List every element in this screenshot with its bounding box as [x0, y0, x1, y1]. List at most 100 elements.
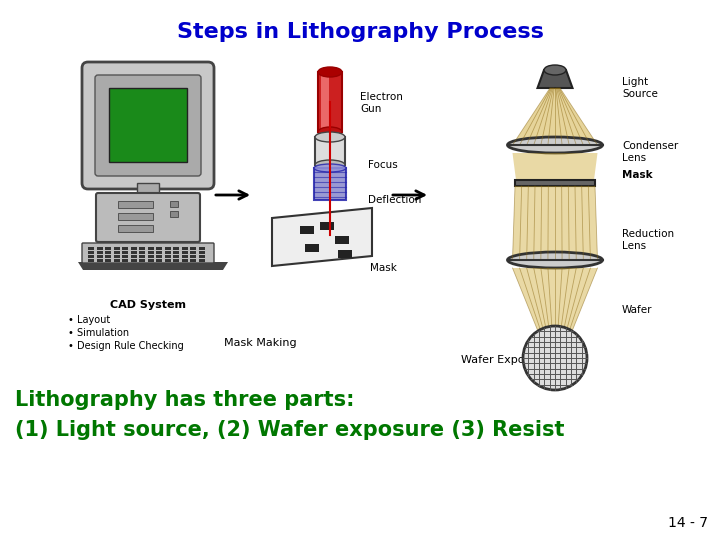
Bar: [118, 213, 153, 220]
Bar: [114, 259, 120, 261]
Bar: [173, 247, 179, 249]
Ellipse shape: [314, 164, 346, 172]
Polygon shape: [513, 153, 598, 180]
Bar: [190, 255, 196, 258]
Bar: [105, 255, 111, 258]
Text: • Design Rule Checking: • Design Rule Checking: [68, 341, 184, 351]
Bar: [96, 247, 102, 249]
Bar: [199, 259, 204, 261]
Ellipse shape: [318, 127, 342, 137]
Bar: [164, 247, 171, 249]
Polygon shape: [513, 186, 598, 260]
Bar: [199, 251, 204, 253]
Polygon shape: [538, 70, 572, 88]
Bar: [139, 247, 145, 249]
Bar: [321, 76, 329, 128]
Bar: [88, 259, 94, 261]
Bar: [130, 247, 137, 249]
Bar: [88, 255, 94, 258]
Bar: [105, 247, 111, 249]
Bar: [190, 247, 196, 249]
Bar: [320, 222, 334, 230]
Text: Mask: Mask: [622, 170, 652, 180]
Text: Lithography has three parts:: Lithography has three parts:: [15, 390, 354, 410]
Bar: [190, 251, 196, 253]
Text: Wafer Exposure: Wafer Exposure: [462, 355, 549, 365]
Bar: [96, 255, 102, 258]
Bar: [338, 250, 352, 258]
FancyBboxPatch shape: [95, 75, 201, 176]
Bar: [515, 180, 595, 186]
Bar: [122, 247, 128, 249]
Bar: [96, 259, 102, 261]
Bar: [318, 72, 342, 132]
Bar: [156, 259, 162, 261]
Bar: [122, 251, 128, 253]
Bar: [170, 201, 178, 207]
Bar: [130, 255, 137, 258]
Bar: [164, 255, 171, 258]
Polygon shape: [78, 262, 228, 270]
Bar: [190, 259, 196, 261]
Bar: [148, 255, 153, 258]
Text: Light
Source: Light Source: [622, 77, 658, 99]
Bar: [148, 259, 153, 261]
Bar: [122, 259, 128, 261]
Bar: [156, 247, 162, 249]
Bar: [137, 183, 159, 195]
Text: (1) Light source, (2) Wafer exposure (3) Resist: (1) Light source, (2) Wafer exposure (3)…: [15, 420, 564, 440]
Bar: [118, 225, 153, 232]
Polygon shape: [513, 88, 598, 145]
Text: Mask: Mask: [370, 263, 397, 273]
Text: CAD System: CAD System: [110, 300, 186, 310]
FancyBboxPatch shape: [82, 243, 214, 263]
Bar: [170, 211, 178, 217]
Bar: [139, 259, 145, 261]
Bar: [139, 251, 145, 253]
FancyBboxPatch shape: [96, 193, 200, 242]
Bar: [173, 251, 179, 253]
Bar: [96, 251, 102, 253]
Bar: [164, 259, 171, 261]
Bar: [114, 255, 120, 258]
FancyBboxPatch shape: [82, 62, 214, 189]
Bar: [139, 255, 145, 258]
Text: • Layout: • Layout: [68, 315, 110, 325]
Text: Steps in Lithography Process: Steps in Lithography Process: [176, 22, 544, 42]
Bar: [105, 259, 111, 261]
Bar: [335, 236, 349, 244]
Bar: [105, 251, 111, 253]
Bar: [181, 251, 187, 253]
Text: Condenser
Lens: Condenser Lens: [622, 141, 678, 163]
Text: Mask Making: Mask Making: [224, 338, 297, 348]
Bar: [199, 255, 204, 258]
Ellipse shape: [318, 67, 342, 77]
Bar: [173, 255, 179, 258]
Text: Wafer: Wafer: [622, 305, 652, 315]
Bar: [130, 259, 137, 261]
Bar: [164, 251, 171, 253]
Ellipse shape: [315, 160, 345, 170]
Text: Reduction
Lens: Reduction Lens: [622, 229, 674, 251]
Bar: [314, 168, 346, 200]
Bar: [114, 251, 120, 253]
Bar: [148, 247, 153, 249]
Text: • Simulation: • Simulation: [68, 328, 129, 338]
Bar: [156, 251, 162, 253]
Ellipse shape: [544, 65, 566, 75]
Bar: [88, 247, 94, 249]
Text: 14 - 7: 14 - 7: [668, 516, 708, 530]
Text: Deflection: Deflection: [368, 195, 421, 205]
Bar: [305, 244, 319, 252]
Text: Electron
Gun: Electron Gun: [360, 92, 403, 114]
Polygon shape: [272, 208, 372, 266]
Ellipse shape: [315, 132, 345, 142]
Circle shape: [523, 326, 587, 390]
Bar: [109, 88, 187, 162]
Bar: [199, 247, 204, 249]
Bar: [148, 251, 153, 253]
Bar: [181, 255, 187, 258]
Bar: [173, 259, 179, 261]
Text: Focus: Focus: [368, 160, 397, 170]
Ellipse shape: [508, 252, 603, 268]
